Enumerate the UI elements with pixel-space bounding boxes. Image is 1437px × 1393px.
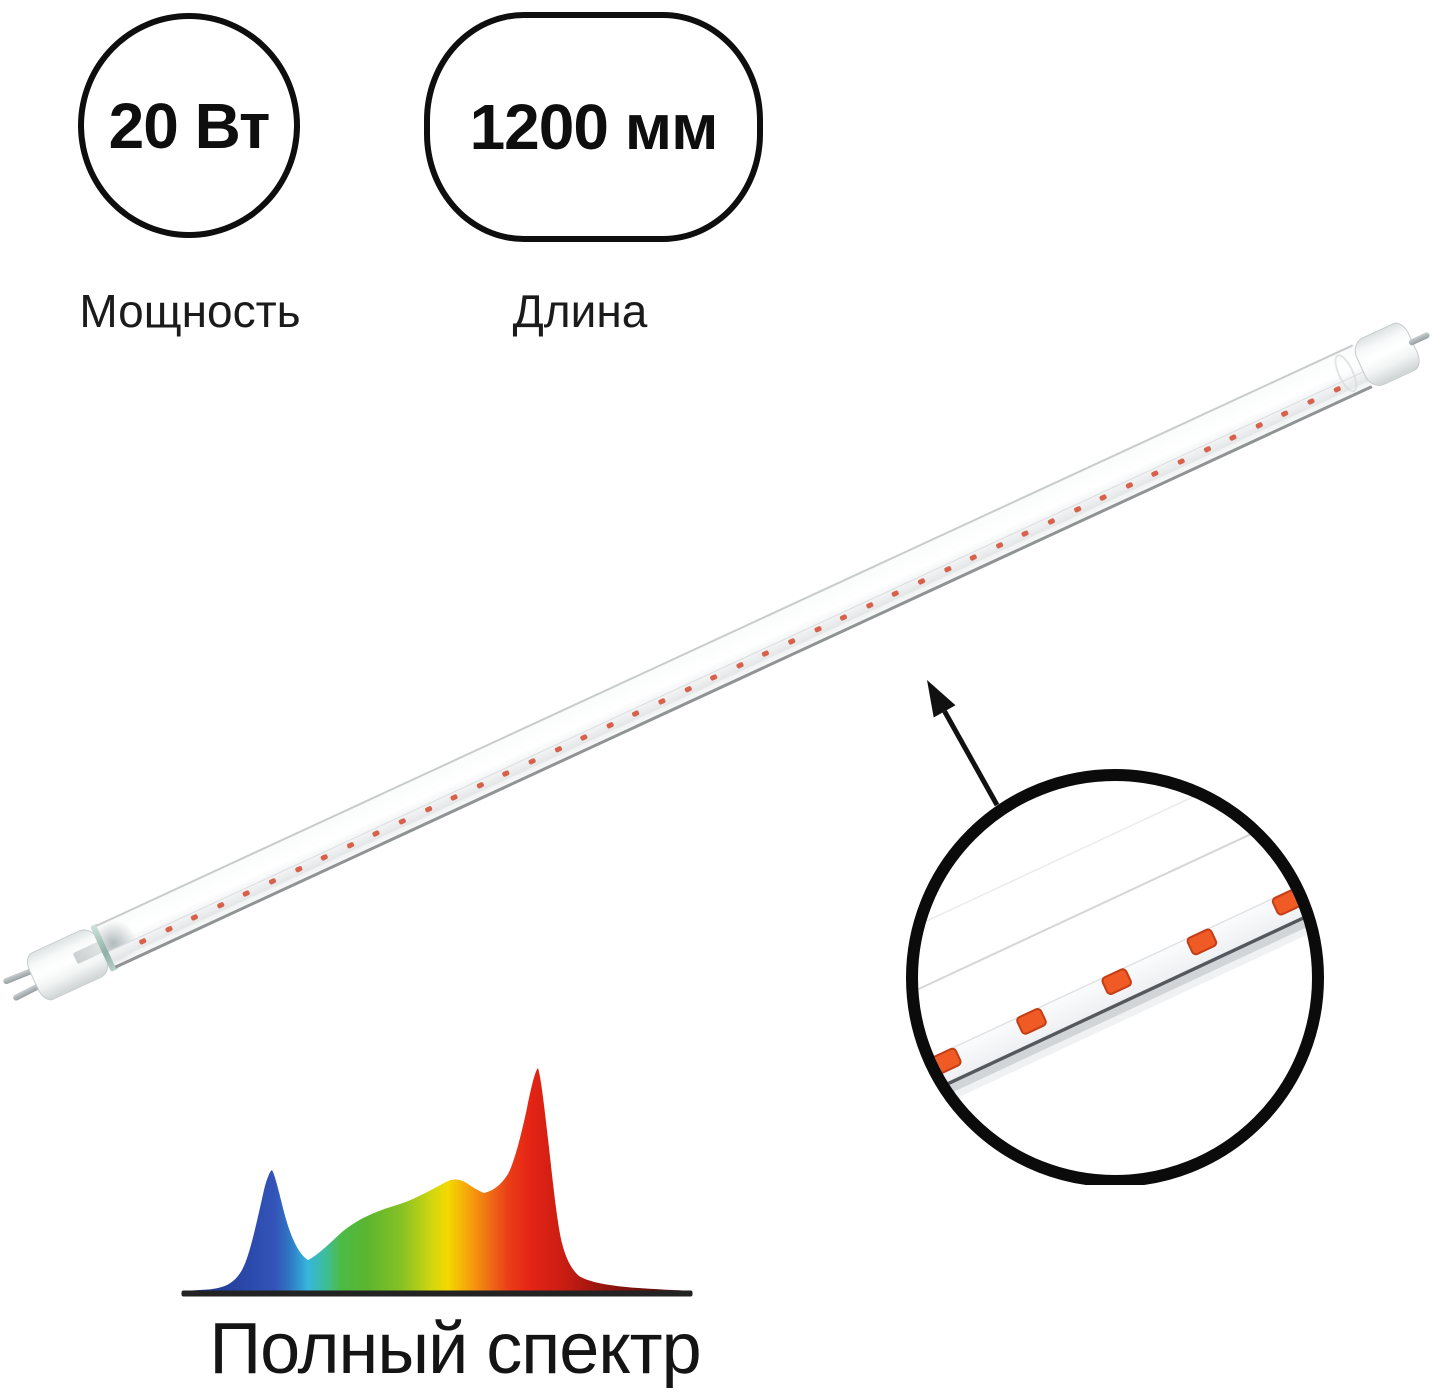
led-chip (1101, 968, 1132, 995)
spectrum-baseline (181, 1290, 693, 1297)
strip-shadow (918, 863, 1312, 1150)
right-pin (1407, 331, 1431, 347)
magnifier-outline (906, 769, 1324, 1185)
spectrum-caption: Полный спектр (209, 1309, 701, 1389)
led-chip (1186, 928, 1218, 956)
spectrum-curve (183, 1068, 692, 1291)
arrow-head (927, 680, 956, 718)
spectrum-chart (181, 1068, 693, 1297)
callout-arrow (927, 680, 1000, 807)
magnifier-circle (906, 769, 1324, 1185)
power-label: Мощность (79, 285, 301, 337)
length-badge: 1200 мм (424, 12, 763, 242)
strip-shadow-fade (918, 870, 1312, 1156)
led-chip (1016, 1008, 1047, 1035)
power-value: 20 Вт (108, 89, 271, 162)
strip-bottom-edge (918, 859, 1312, 1142)
length-value: 1200 мм (469, 91, 719, 163)
led-chip-row (931, 888, 1303, 1075)
power-badge: 20 Вт (78, 13, 300, 238)
arrow-shaft (942, 710, 1000, 807)
length-label: Длина (512, 285, 648, 337)
glass-edge-line (918, 781, 1312, 1053)
